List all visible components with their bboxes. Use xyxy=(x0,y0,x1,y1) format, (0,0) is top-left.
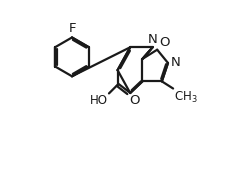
Text: O: O xyxy=(129,94,140,107)
Text: F: F xyxy=(68,22,76,35)
Text: N: N xyxy=(170,57,180,69)
Text: O: O xyxy=(159,36,170,49)
Text: HO: HO xyxy=(90,94,108,107)
Text: N: N xyxy=(148,33,157,46)
Text: CH$_3$: CH$_3$ xyxy=(174,90,198,105)
